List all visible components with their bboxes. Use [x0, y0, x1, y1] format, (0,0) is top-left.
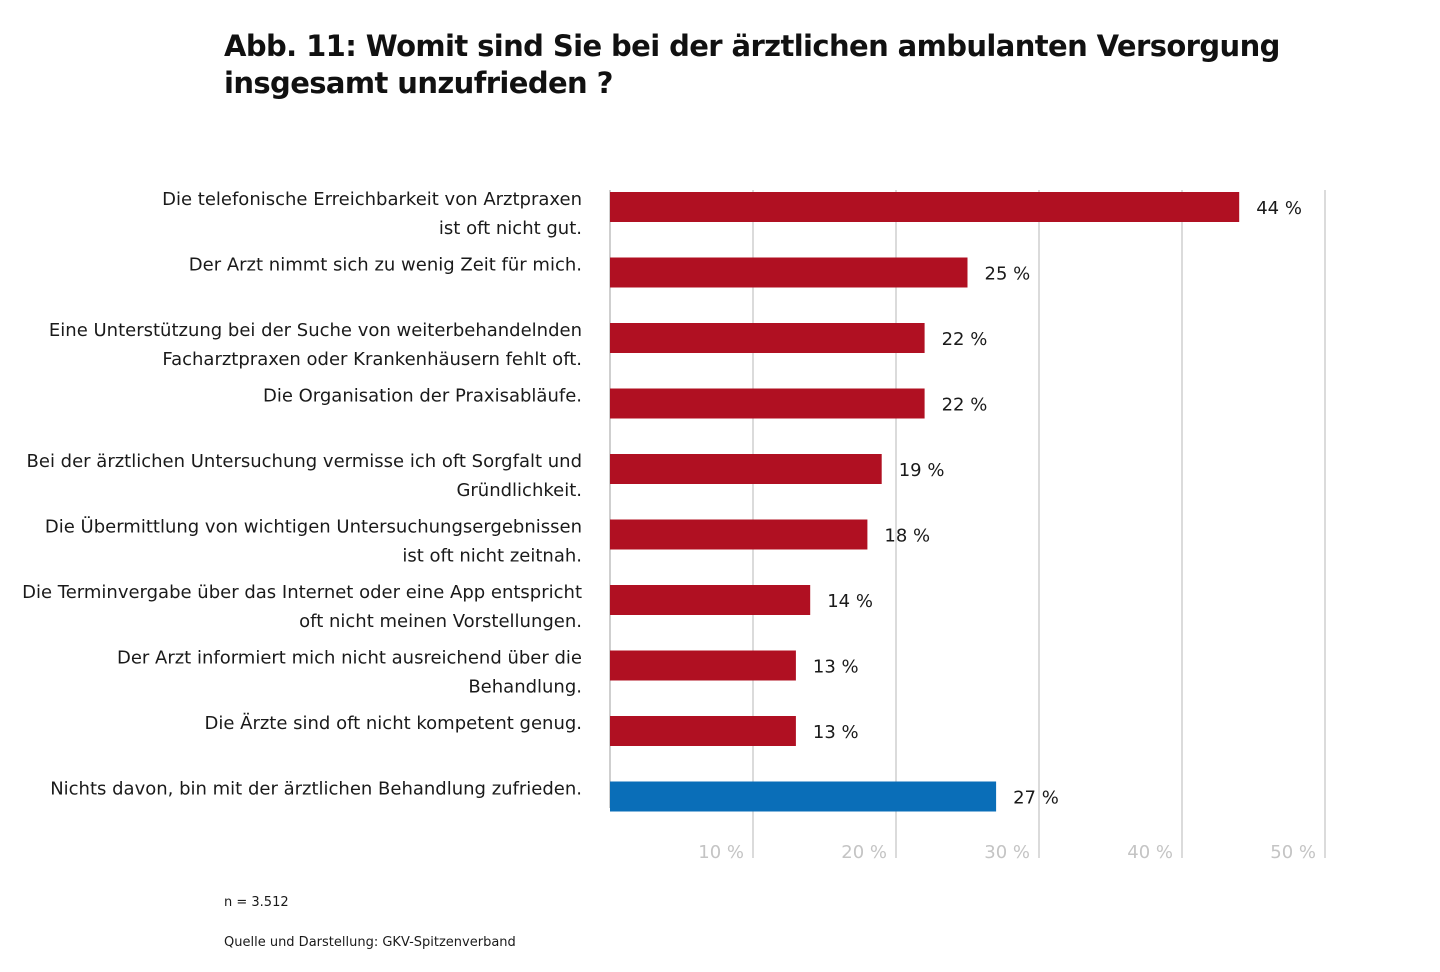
bar-5: [610, 454, 882, 484]
category-label: Nichts davon, bin mit der ärztlichen Beh…: [50, 779, 582, 800]
value-label: 18 %: [884, 526, 930, 547]
value-label: 13 %: [813, 657, 859, 678]
x-tick-label: 30 %: [984, 842, 1030, 863]
category-label: Der Arzt nimmt sich zu wenig Zeit für mi…: [189, 255, 582, 276]
x-tick-label: 10 %: [698, 842, 744, 863]
bar-3: [610, 323, 925, 353]
category-label: Die Organisation der Praxisabläufe.: [263, 386, 582, 407]
value-label: 22 %: [942, 329, 988, 350]
bar-4: [610, 388, 925, 419]
bar-1: [610, 192, 1240, 222]
value-label: 22 %: [942, 395, 988, 416]
sample-size-note: n = 3.512: [224, 895, 289, 910]
value-label: 14 %: [827, 591, 873, 612]
x-tick-label: 50 %: [1270, 842, 1316, 863]
x-tick-label: 20 %: [841, 842, 887, 863]
bar-2: [610, 257, 968, 288]
bar-7: [610, 585, 811, 615]
bar-6: [610, 519, 868, 550]
category-label: Die telefonische Erreichbarkeit von Arzt…: [162, 189, 582, 239]
category-labels: Die telefonische Erreichbarkeit von Arzt…: [22, 189, 582, 800]
category-label: Der Arzt informiert mich nicht ausreiche…: [117, 648, 582, 698]
x-axis-ticks: 10 % 20 % 30 % 40 % 50 %: [698, 842, 1316, 863]
bar-10: [610, 781, 997, 812]
value-label: 19 %: [899, 460, 945, 481]
category-label: Die Übermittlung von wichtigen Untersuch…: [45, 516, 582, 567]
gridlines: [609, 190, 1326, 858]
category-label: Die Terminvergabe über das Internet oder…: [22, 582, 582, 632]
value-label: 25 %: [985, 264, 1031, 285]
value-labels: 44 % 25 % 22 % 22 % 19 % 18 % 14 % 13 % 13 % 27 %: [813, 198, 1302, 809]
bar-9: [610, 716, 796, 746]
value-label: 13 %: [813, 722, 859, 743]
category-label: Eine Unterstützung bei der Suche von wei…: [49, 320, 582, 370]
x-tick-label: 40 %: [1127, 842, 1173, 863]
bar-8: [610, 650, 796, 681]
value-label: 27 %: [1013, 788, 1059, 809]
value-label: 44 %: [1256, 198, 1302, 219]
category-label: Die Ärzte sind oft nicht kompetent genug…: [204, 713, 582, 734]
category-label: Bei der ärztlichen Untersuchung vermisse…: [27, 451, 582, 501]
source-note: Quelle und Darstellung: GKV-Spitzenverba…: [224, 935, 516, 950]
chart-title: Abb. 11: Womit sind Sie bei der ärztlich…: [224, 29, 1280, 100]
bars: [610, 192, 1240, 812]
